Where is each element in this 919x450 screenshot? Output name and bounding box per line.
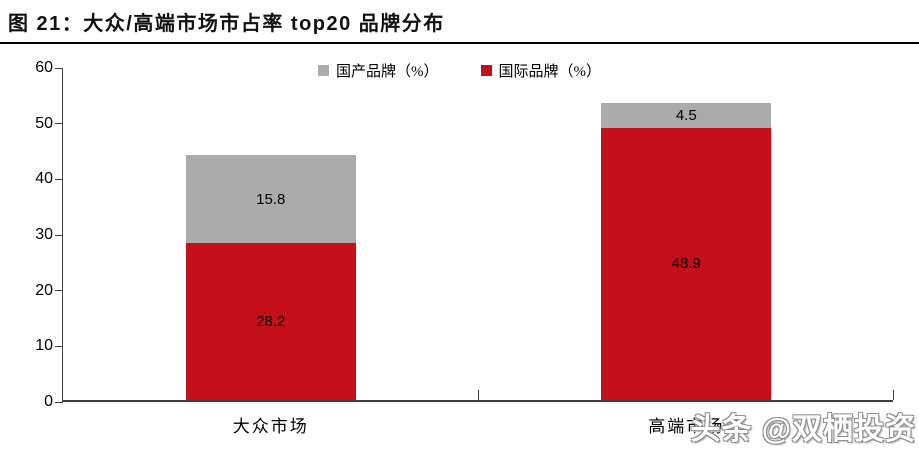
y-tick-mark bbox=[55, 401, 63, 403]
y-tick-mark bbox=[55, 178, 63, 180]
plot-area: 0 10 20 30 40 50 60 28.2 15.8 大众市场 48.9 4.5 高端市场 bbox=[35, 60, 894, 436]
bar-segment: 48.9 bbox=[601, 127, 772, 400]
figure-title: 图 21：大众/高端市场市占率 top20 品牌分布 bbox=[8, 13, 445, 35]
y-tick-mark bbox=[55, 123, 63, 125]
y-tick-label: 40 bbox=[35, 170, 53, 188]
bar-segment: 28.2 bbox=[185, 243, 356, 400]
y-tick-label: 60 bbox=[35, 59, 53, 76]
legend-label-domestic: 国产品牌（%） bbox=[336, 64, 439, 80]
y-tick-mark bbox=[55, 67, 63, 69]
bar-value-label: 48.9 bbox=[671, 255, 701, 273]
title-divider bbox=[0, 42, 919, 44]
legend-entry-international: 国际品牌（%） bbox=[480, 60, 602, 81]
legend-entry-domestic: 国产品牌（%） bbox=[318, 60, 439, 81]
y-tick-mark bbox=[55, 345, 63, 347]
y-tick-mark bbox=[55, 290, 63, 292]
x-tick-mark bbox=[893, 390, 894, 400]
y-tick-label: 50 bbox=[35, 114, 53, 132]
y-tick-label: 30 bbox=[35, 226, 53, 243]
y-tick-label: 10 bbox=[35, 337, 53, 355]
legend-swatch-domestic-icon bbox=[318, 65, 329, 76]
y-tick-label: 20 bbox=[35, 281, 53, 299]
y-tick-label: 0 bbox=[44, 393, 53, 410]
bar-value-label: 28.2 bbox=[256, 313, 286, 331]
chart-legend: 国产品牌（%） 国际品牌（%） bbox=[0, 60, 919, 81]
stacked-bar: 48.9 4.5 bbox=[601, 102, 772, 400]
stacked-bar: 28.2 15.8 bbox=[185, 155, 356, 400]
bar-segment: 15.8 bbox=[185, 155, 356, 244]
bar-value-label: 15.8 bbox=[256, 190, 286, 208]
category-label: 高端市场 bbox=[648, 417, 725, 436]
bar-segment: 4.5 bbox=[601, 102, 772, 128]
legend-label-international: 国际品牌（%） bbox=[498, 64, 602, 80]
watermark: 头条 @双栖投资 bbox=[690, 413, 916, 446]
bar-value-label: 4.5 bbox=[675, 106, 697, 124]
legend-swatch-international-icon bbox=[480, 65, 492, 76]
y-tick-mark bbox=[55, 234, 63, 236]
x-tick-mark bbox=[477, 390, 479, 400]
category-label: 大众市场 bbox=[232, 417, 309, 436]
